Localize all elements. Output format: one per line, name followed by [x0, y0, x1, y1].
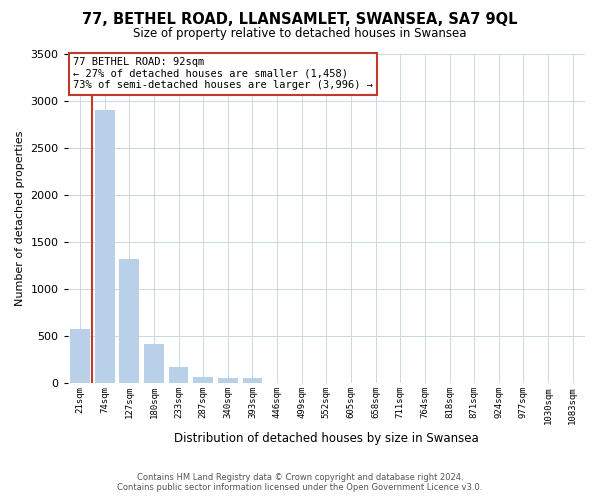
Bar: [119, 259, 139, 384]
Bar: [144, 344, 164, 384]
Text: Size of property relative to detached houses in Swansea: Size of property relative to detached ho…: [133, 28, 467, 40]
Bar: [70, 328, 90, 384]
Bar: [193, 376, 213, 384]
Bar: [95, 110, 115, 384]
X-axis label: Distribution of detached houses by size in Swansea: Distribution of detached houses by size …: [174, 432, 479, 445]
Bar: [169, 367, 188, 384]
Text: 77 BETHEL ROAD: 92sqm
← 27% of detached houses are smaller (1,458)
73% of semi-d: 77 BETHEL ROAD: 92sqm ← 27% of detached …: [73, 58, 373, 90]
Bar: [218, 378, 238, 384]
Y-axis label: Number of detached properties: Number of detached properties: [15, 131, 25, 306]
Bar: [242, 378, 262, 384]
Text: 77, BETHEL ROAD, LLANSAMLET, SWANSEA, SA7 9QL: 77, BETHEL ROAD, LLANSAMLET, SWANSEA, SA…: [82, 12, 518, 28]
Text: Contains HM Land Registry data © Crown copyright and database right 2024.
Contai: Contains HM Land Registry data © Crown c…: [118, 473, 482, 492]
